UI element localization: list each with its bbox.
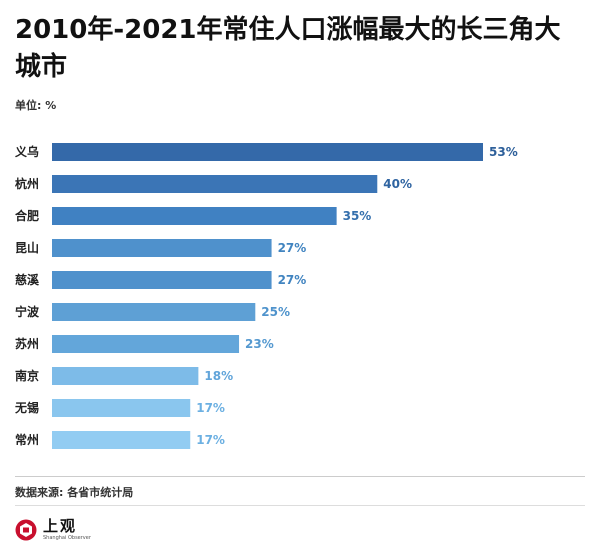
logo-subtitle: Shanghai Observer: [43, 535, 91, 541]
bar: [52, 143, 483, 161]
value-label: 27%: [278, 273, 307, 287]
value-label: 17%: [196, 433, 225, 447]
category-label: 杭州: [15, 176, 39, 191]
category-label: 义乌: [14, 144, 39, 159]
value-label: 18%: [204, 369, 233, 383]
publisher-logo: 上观 Shanghai Observer: [15, 518, 91, 542]
bar: [52, 431, 191, 449]
bar: [52, 175, 378, 193]
category-label: 合肥: [15, 208, 39, 223]
unit-label: 单位: %: [15, 99, 57, 112]
bar: [52, 335, 240, 353]
bar-chart: 义乌 53% 杭州 40% 合肥 35% 昆山 27% 慈溪 27% 宁波 25% 苏州 23% 南京 18%…: [14, 143, 518, 449]
value-label: 17%: [196, 401, 225, 415]
value-label: 40%: [383, 177, 412, 191]
value-label: 23%: [245, 337, 274, 351]
footer-divider: [15, 505, 585, 506]
logo-name: 上观: [43, 517, 78, 535]
value-label: 27%: [278, 241, 307, 255]
value-label: 25%: [261, 305, 290, 319]
category-label: 南京: [15, 368, 39, 383]
bar: [52, 399, 191, 417]
category-label: 无锡: [14, 400, 39, 415]
bar: [52, 271, 272, 289]
source-note: 数据来源: 各省市统计局: [15, 486, 134, 499]
value-label: 35%: [343, 209, 372, 223]
category-label: 常州: [15, 432, 39, 447]
logo-mark-icon: [15, 519, 37, 541]
category-label: 昆山: [15, 240, 39, 255]
value-label: 53%: [489, 145, 518, 159]
bar: [52, 239, 272, 257]
category-label: 慈溪: [15, 272, 40, 287]
bar: [52, 303, 256, 321]
category-label: 苏州: [15, 336, 39, 351]
divider: [15, 476, 585, 477]
chart-title: 2010年-2021年常住人口涨幅最大的长三角大城市: [15, 15, 561, 82]
bar: [52, 367, 199, 385]
bar: [52, 207, 337, 225]
category-label: 宁波: [15, 304, 40, 319]
